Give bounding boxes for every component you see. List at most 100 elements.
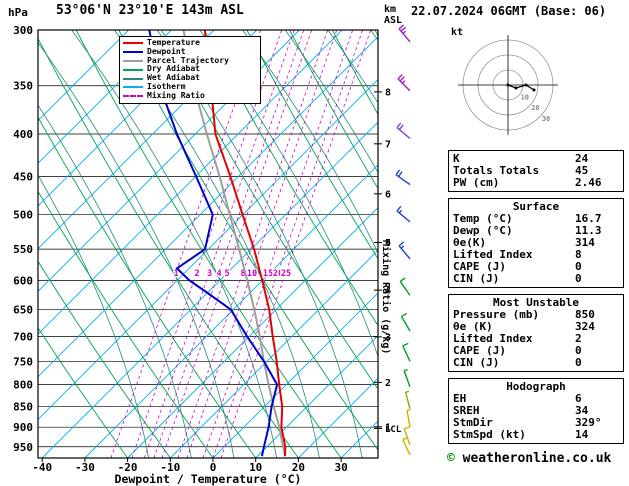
index-value: 16.7: [575, 212, 602, 225]
index-row-surface-thetae: θe(K) 314: [453, 237, 619, 249]
index-value: 0: [575, 272, 582, 285]
km-axis-label-line2: ASL: [384, 15, 403, 26]
index-label: Lifted Index: [453, 248, 533, 261]
svg-text:5: 5: [224, 269, 229, 279]
index-label: Pressure (mb): [453, 308, 540, 321]
index-value: 45: [575, 164, 589, 177]
index-value: 0: [575, 356, 582, 369]
index-label: CAPE (J): [453, 344, 506, 357]
svg-text:10: 10: [247, 269, 257, 279]
index-row-totals: Totals Totals 45: [453, 165, 619, 177]
svg-text:800: 800: [13, 379, 33, 392]
svg-text:15: 15: [263, 269, 273, 279]
svg-text:1: 1: [385, 422, 391, 433]
index-row-mu-pressure: Pressure (mb) 850: [453, 309, 619, 321]
wind-barb: [403, 426, 411, 446]
index-label: Totals Totals: [453, 164, 540, 177]
index-value: 2: [575, 332, 582, 345]
index-row-mu-li: Lifted Index 2: [453, 333, 619, 345]
most-unstable-box-title: Most Unstable: [492, 296, 580, 309]
index-row-surface-cin: CIN (J) 0: [453, 273, 619, 285]
pressure-axis-unit: hPa: [8, 6, 28, 19]
svg-text:20: 20: [292, 461, 305, 474]
index-value: 6: [575, 392, 582, 405]
copyright-symbol: ©: [447, 451, 455, 466]
index-row-surface-cape: CAPE (J) 0: [453, 261, 619, 273]
svg-text:500: 500: [13, 209, 33, 222]
index-row-k: K 24: [453, 153, 619, 165]
svg-text:700: 700: [13, 330, 33, 343]
hodograph-box-title: Hodograph: [506, 380, 566, 393]
svg-text:350: 350: [13, 80, 33, 93]
km-axis-label-line1: km: [384, 4, 397, 15]
index-value: 324: [575, 320, 595, 333]
index-label: Lifted Index: [453, 332, 533, 345]
index-row-surface-dewp: Dewp (°C) 11.3: [453, 225, 619, 237]
index-row-pw: PW (cm) 2.46: [453, 177, 619, 189]
index-value: 329°: [575, 416, 602, 429]
legend-item-dewpoint: Dewpoint: [123, 46, 257, 57]
legend-item-temperature: Temperature: [123, 38, 257, 48]
legend-label: Mixing Ratio: [147, 90, 205, 100]
temperature-tick-labels: -40 -30 -20 -10 0 10 20 30: [32, 458, 348, 474]
svg-text:900: 900: [13, 421, 33, 434]
wind-barb: [398, 241, 411, 260]
index-row-mu-cape: CAPE (J) 0: [453, 345, 619, 357]
svg-text:6: 6: [385, 189, 391, 200]
index-label: CAPE (J): [453, 260, 506, 273]
svg-text:20: 20: [273, 269, 283, 279]
surface-box-title: Surface: [512, 200, 560, 213]
legend-item-dry-adiabat: Dry Adiabat: [123, 65, 257, 74]
pressure-tick-labels: 300 350 400 450 500 550 600 650 700 750 800 850 900 9…: [13, 24, 33, 454]
mixing-ratio-line-swatch: [123, 95, 143, 98]
isotherm-line-swatch: [123, 86, 143, 89]
wind-barb: [402, 342, 411, 362]
index-label: EH: [453, 392, 467, 405]
index-label: CIN (J): [453, 356, 500, 369]
svg-text:4: 4: [385, 286, 391, 297]
hodograph-box: Hodograph EH 6 SREH 34 StmDir 329° StmSpd (…: [448, 378, 624, 444]
svg-text:7: 7: [385, 139, 391, 150]
index-value: 11.3: [575, 224, 602, 237]
svg-text:400: 400: [13, 128, 33, 141]
svg-text:-20: -20: [118, 461, 138, 474]
parcel-line-swatch: [123, 59, 143, 62]
index-value: 0: [575, 344, 582, 357]
station-title: 53°06'N 23°10'E 143m ASL: [56, 3, 244, 18]
stability-indices-box: K 24 Totals Totals 45 PW (cm) 2.46: [448, 150, 624, 192]
legend-label: Dewpoint: [147, 46, 186, 56]
index-label: Temp (°C): [453, 212, 513, 225]
chart-legend: Temperature Dewpoint Parcel Trajectory D…: [119, 36, 261, 104]
datetime-title: 22.07.2024 06GMT (Base: 06): [411, 4, 607, 18]
svg-text:850: 850: [13, 401, 33, 414]
svg-text:-30: -30: [75, 461, 95, 474]
index-label: θe (K): [453, 320, 493, 333]
chart-frame: [37, 29, 379, 459]
legend-label: Dry Adiabat: [147, 64, 200, 74]
dry-adiabat-line-swatch: [123, 68, 143, 71]
legend-label: Parcel Trajectory: [147, 55, 229, 65]
wind-barb: [397, 74, 411, 92]
index-row-stmspd: StmSpd (kt) 14: [453, 429, 619, 441]
index-label: K: [453, 152, 460, 165]
index-row-surface-li: Lifted Index 8: [453, 249, 619, 261]
index-value: 24: [575, 152, 589, 165]
svg-text:2: 2: [385, 378, 391, 389]
index-label: CIN (J): [453, 272, 500, 285]
svg-text:20: 20: [531, 104, 539, 112]
index-label: Dewp (°C): [453, 224, 513, 237]
index-value: 2.46: [575, 176, 602, 189]
parcel-trajectory-curve: [182, 30, 286, 457]
legend-label: Isotherm: [147, 81, 186, 91]
dewpoint-curve: [148, 30, 279, 457]
dry-adiabat-lines: [38, 30, 378, 458]
wind-barb: [406, 409, 411, 428]
svg-text:950: 950: [13, 441, 33, 454]
svg-text:600: 600: [13, 275, 33, 288]
svg-text:10: 10: [249, 461, 262, 474]
index-row-mu-cin: CIN (J) 0: [453, 357, 619, 369]
svg-text:2: 2: [194, 269, 199, 279]
